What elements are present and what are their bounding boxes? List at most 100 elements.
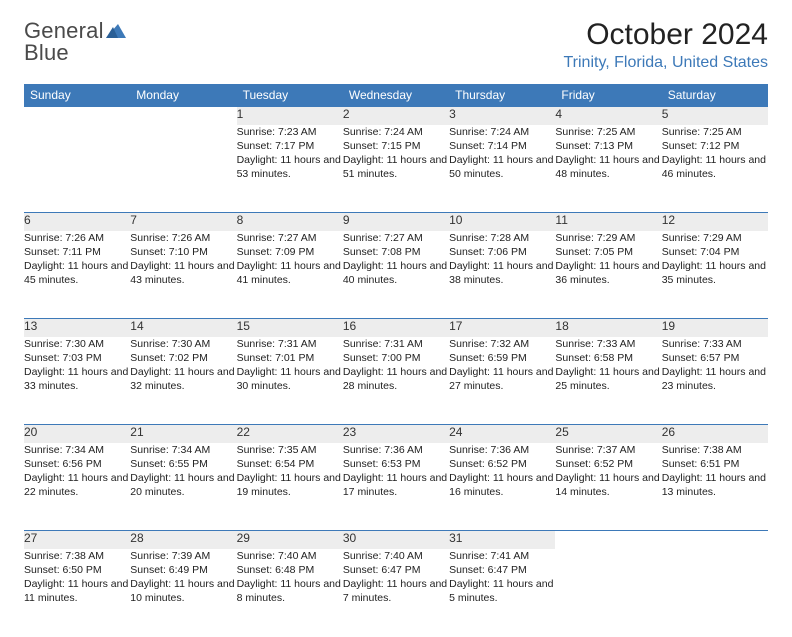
sunrise-line: Sunrise: 7:38 AM [662,443,768,457]
day-content-3: Sunrise: 7:24 AMSunset: 7:14 PMDaylight:… [449,125,555,213]
title-block: October 2024 Trinity, Florida, United St… [563,18,768,72]
daylight-line: Daylight: 11 hours and 19 minutes. [237,471,343,499]
sunrise-line: Sunrise: 7:39 AM [130,549,236,563]
day-content-22: Sunrise: 7:35 AMSunset: 6:54 PMDaylight:… [237,443,343,531]
sunrise-line: Sunrise: 7:26 AM [24,231,130,245]
sunrise-line: Sunrise: 7:27 AM [237,231,343,245]
daylight-line: Daylight: 11 hours and 33 minutes. [24,365,130,393]
week-0-daynum-row: 12345 [24,107,768,125]
sunrise-line: Sunrise: 7:24 AM [449,125,555,139]
sunset-line: Sunset: 7:11 PM [24,245,130,259]
day-content-8: Sunrise: 7:27 AMSunset: 7:09 PMDaylight:… [237,231,343,319]
calendar-table: SundayMondayTuesdayWednesdayThursdayFrid… [24,84,768,637]
sunrise-line: Sunrise: 7:41 AM [449,549,555,563]
week-2-content-row: Sunrise: 7:30 AMSunset: 7:03 PMDaylight:… [24,337,768,425]
location-text: Trinity, Florida, United States [563,54,768,72]
day-number-13: 13 [24,319,130,337]
day-content-23: Sunrise: 7:36 AMSunset: 6:53 PMDaylight:… [343,443,449,531]
day-content-9: Sunrise: 7:27 AMSunset: 7:08 PMDaylight:… [343,231,449,319]
month-title: October 2024 [563,18,768,52]
day-content-6: Sunrise: 7:26 AMSunset: 7:11 PMDaylight:… [24,231,130,319]
day-number-30: 30 [343,531,449,549]
empty-cell [662,531,768,549]
week-1-content-row: Sunrise: 7:26 AMSunset: 7:11 PMDaylight:… [24,231,768,319]
sunset-line: Sunset: 7:12 PM [662,139,768,153]
daylight-line: Daylight: 11 hours and 38 minutes. [449,259,555,287]
day-number-21: 21 [130,425,236,443]
day-content-30: Sunrise: 7:40 AMSunset: 6:47 PMDaylight:… [343,549,449,637]
daylight-line: Daylight: 11 hours and 20 minutes. [130,471,236,499]
sunrise-line: Sunrise: 7:34 AM [130,443,236,457]
sunset-line: Sunset: 7:15 PM [343,139,449,153]
day-content-20: Sunrise: 7:34 AMSunset: 6:56 PMDaylight:… [24,443,130,531]
sunrise-line: Sunrise: 7:30 AM [24,337,130,351]
logo-word2: Blue [24,40,126,66]
sunrise-line: Sunrise: 7:38 AM [24,549,130,563]
day-number-14: 14 [130,319,236,337]
sunset-line: Sunset: 6:51 PM [662,457,768,471]
day-content-12: Sunrise: 7:29 AMSunset: 7:04 PMDaylight:… [662,231,768,319]
day-header-monday: Monday [130,84,236,107]
day-number-3: 3 [449,107,555,125]
daylight-line: Daylight: 11 hours and 45 minutes. [24,259,130,287]
sunset-line: Sunset: 7:08 PM [343,245,449,259]
day-content-1: Sunrise: 7:23 AMSunset: 7:17 PMDaylight:… [237,125,343,213]
daylight-line: Daylight: 11 hours and 11 minutes. [24,577,130,605]
day-number-29: 29 [237,531,343,549]
day-content-13: Sunrise: 7:30 AMSunset: 7:03 PMDaylight:… [24,337,130,425]
daylight-line: Daylight: 11 hours and 46 minutes. [662,153,768,181]
daylight-line: Daylight: 11 hours and 53 minutes. [237,153,343,181]
daylight-line: Daylight: 11 hours and 32 minutes. [130,365,236,393]
sunset-line: Sunset: 6:49 PM [130,563,236,577]
day-number-11: 11 [555,213,661,231]
day-number-1: 1 [237,107,343,125]
sunset-line: Sunset: 6:52 PM [555,457,661,471]
sunrise-line: Sunrise: 7:30 AM [130,337,236,351]
sunrise-line: Sunrise: 7:31 AM [237,337,343,351]
day-header-wednesday: Wednesday [343,84,449,107]
daylight-line: Daylight: 11 hours and 41 minutes. [237,259,343,287]
day-number-24: 24 [449,425,555,443]
empty-cell [24,125,130,213]
logo-triangle-icon [106,24,126,38]
day-number-28: 28 [130,531,236,549]
day-number-4: 4 [555,107,661,125]
daylight-line: Daylight: 11 hours and 28 minutes. [343,365,449,393]
day-number-26: 26 [662,425,768,443]
empty-cell [130,107,236,125]
day-content-29: Sunrise: 7:40 AMSunset: 6:48 PMDaylight:… [237,549,343,637]
day-content-27: Sunrise: 7:38 AMSunset: 6:50 PMDaylight:… [24,549,130,637]
sunrise-line: Sunrise: 7:35 AM [237,443,343,457]
daylight-line: Daylight: 11 hours and 40 minutes. [343,259,449,287]
day-number-9: 9 [343,213,449,231]
empty-cell [555,549,661,637]
sunset-line: Sunset: 6:47 PM [449,563,555,577]
sunrise-line: Sunrise: 7:25 AM [662,125,768,139]
day-header-row: SundayMondayTuesdayWednesdayThursdayFrid… [24,84,768,107]
sunset-line: Sunset: 7:10 PM [130,245,236,259]
logo: General Blue [24,18,126,66]
day-number-7: 7 [130,213,236,231]
day-number-2: 2 [343,107,449,125]
sunset-line: Sunset: 7:05 PM [555,245,661,259]
week-0-content-row: Sunrise: 7:23 AMSunset: 7:17 PMDaylight:… [24,125,768,213]
daylight-line: Daylight: 11 hours and 8 minutes. [237,577,343,605]
daylight-line: Daylight: 11 hours and 23 minutes. [662,365,768,393]
daylight-line: Daylight: 11 hours and 30 minutes. [237,365,343,393]
sunset-line: Sunset: 6:52 PM [449,457,555,471]
sunset-line: Sunset: 6:58 PM [555,351,661,365]
sunrise-line: Sunrise: 7:36 AM [449,443,555,457]
sunset-line: Sunset: 6:55 PM [130,457,236,471]
day-number-22: 22 [237,425,343,443]
sunset-line: Sunset: 6:53 PM [343,457,449,471]
day-content-15: Sunrise: 7:31 AMSunset: 7:01 PMDaylight:… [237,337,343,425]
day-header-friday: Friday [555,84,661,107]
sunset-line: Sunset: 7:03 PM [24,351,130,365]
day-number-6: 6 [24,213,130,231]
day-content-31: Sunrise: 7:41 AMSunset: 6:47 PMDaylight:… [449,549,555,637]
sunset-line: Sunset: 7:04 PM [662,245,768,259]
empty-cell [662,549,768,637]
sunrise-line: Sunrise: 7:40 AM [237,549,343,563]
day-content-11: Sunrise: 7:29 AMSunset: 7:05 PMDaylight:… [555,231,661,319]
day-content-26: Sunrise: 7:38 AMSunset: 6:51 PMDaylight:… [662,443,768,531]
